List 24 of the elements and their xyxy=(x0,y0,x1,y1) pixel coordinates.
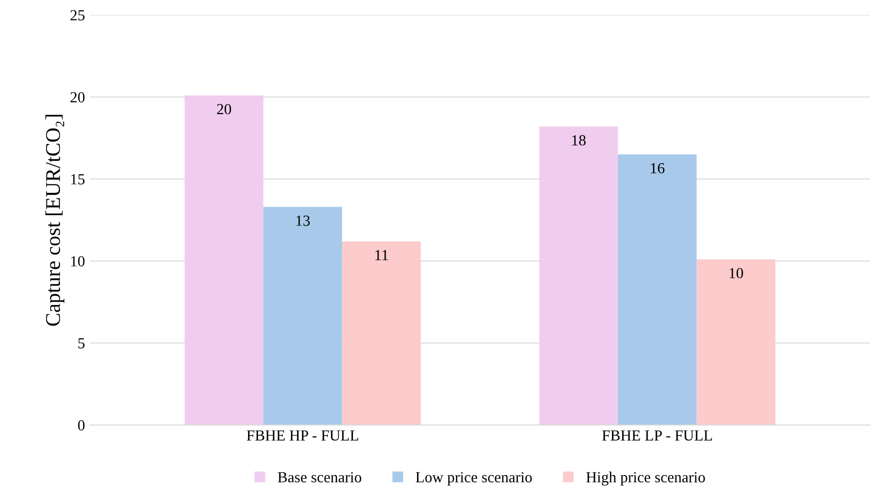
bar xyxy=(696,259,776,425)
data-label: 16 xyxy=(650,163,664,174)
bar xyxy=(184,95,264,425)
legend-label: High price scenario xyxy=(586,472,705,486)
y-tick-label: 25 xyxy=(70,10,85,20)
y-tick-label: 0 xyxy=(78,420,85,430)
data-label: 11 xyxy=(375,250,388,260)
bar xyxy=(263,206,342,425)
data-label: 13 xyxy=(296,216,310,226)
y-tick-label: 20 xyxy=(70,92,85,102)
x-tick-label: FBHE LP - FULL xyxy=(602,430,712,441)
y-axis-title: Capture cost [EUR/tCO₂] xyxy=(45,114,64,326)
bar xyxy=(618,154,697,425)
y-tick-label: 5 xyxy=(78,338,85,348)
bar xyxy=(342,241,421,425)
legend-label: Low price scenario xyxy=(416,472,532,486)
data-label: 18 xyxy=(572,135,586,146)
data-label: 20 xyxy=(217,104,232,114)
y-tick-label: 15 xyxy=(71,174,85,184)
legend-label: Base scenario xyxy=(278,472,362,482)
y-tick-label: 10 xyxy=(71,256,85,266)
x-tick-label: FBHE HP - FULL xyxy=(246,430,358,441)
bar xyxy=(539,126,618,425)
data-label: 10 xyxy=(730,268,744,278)
